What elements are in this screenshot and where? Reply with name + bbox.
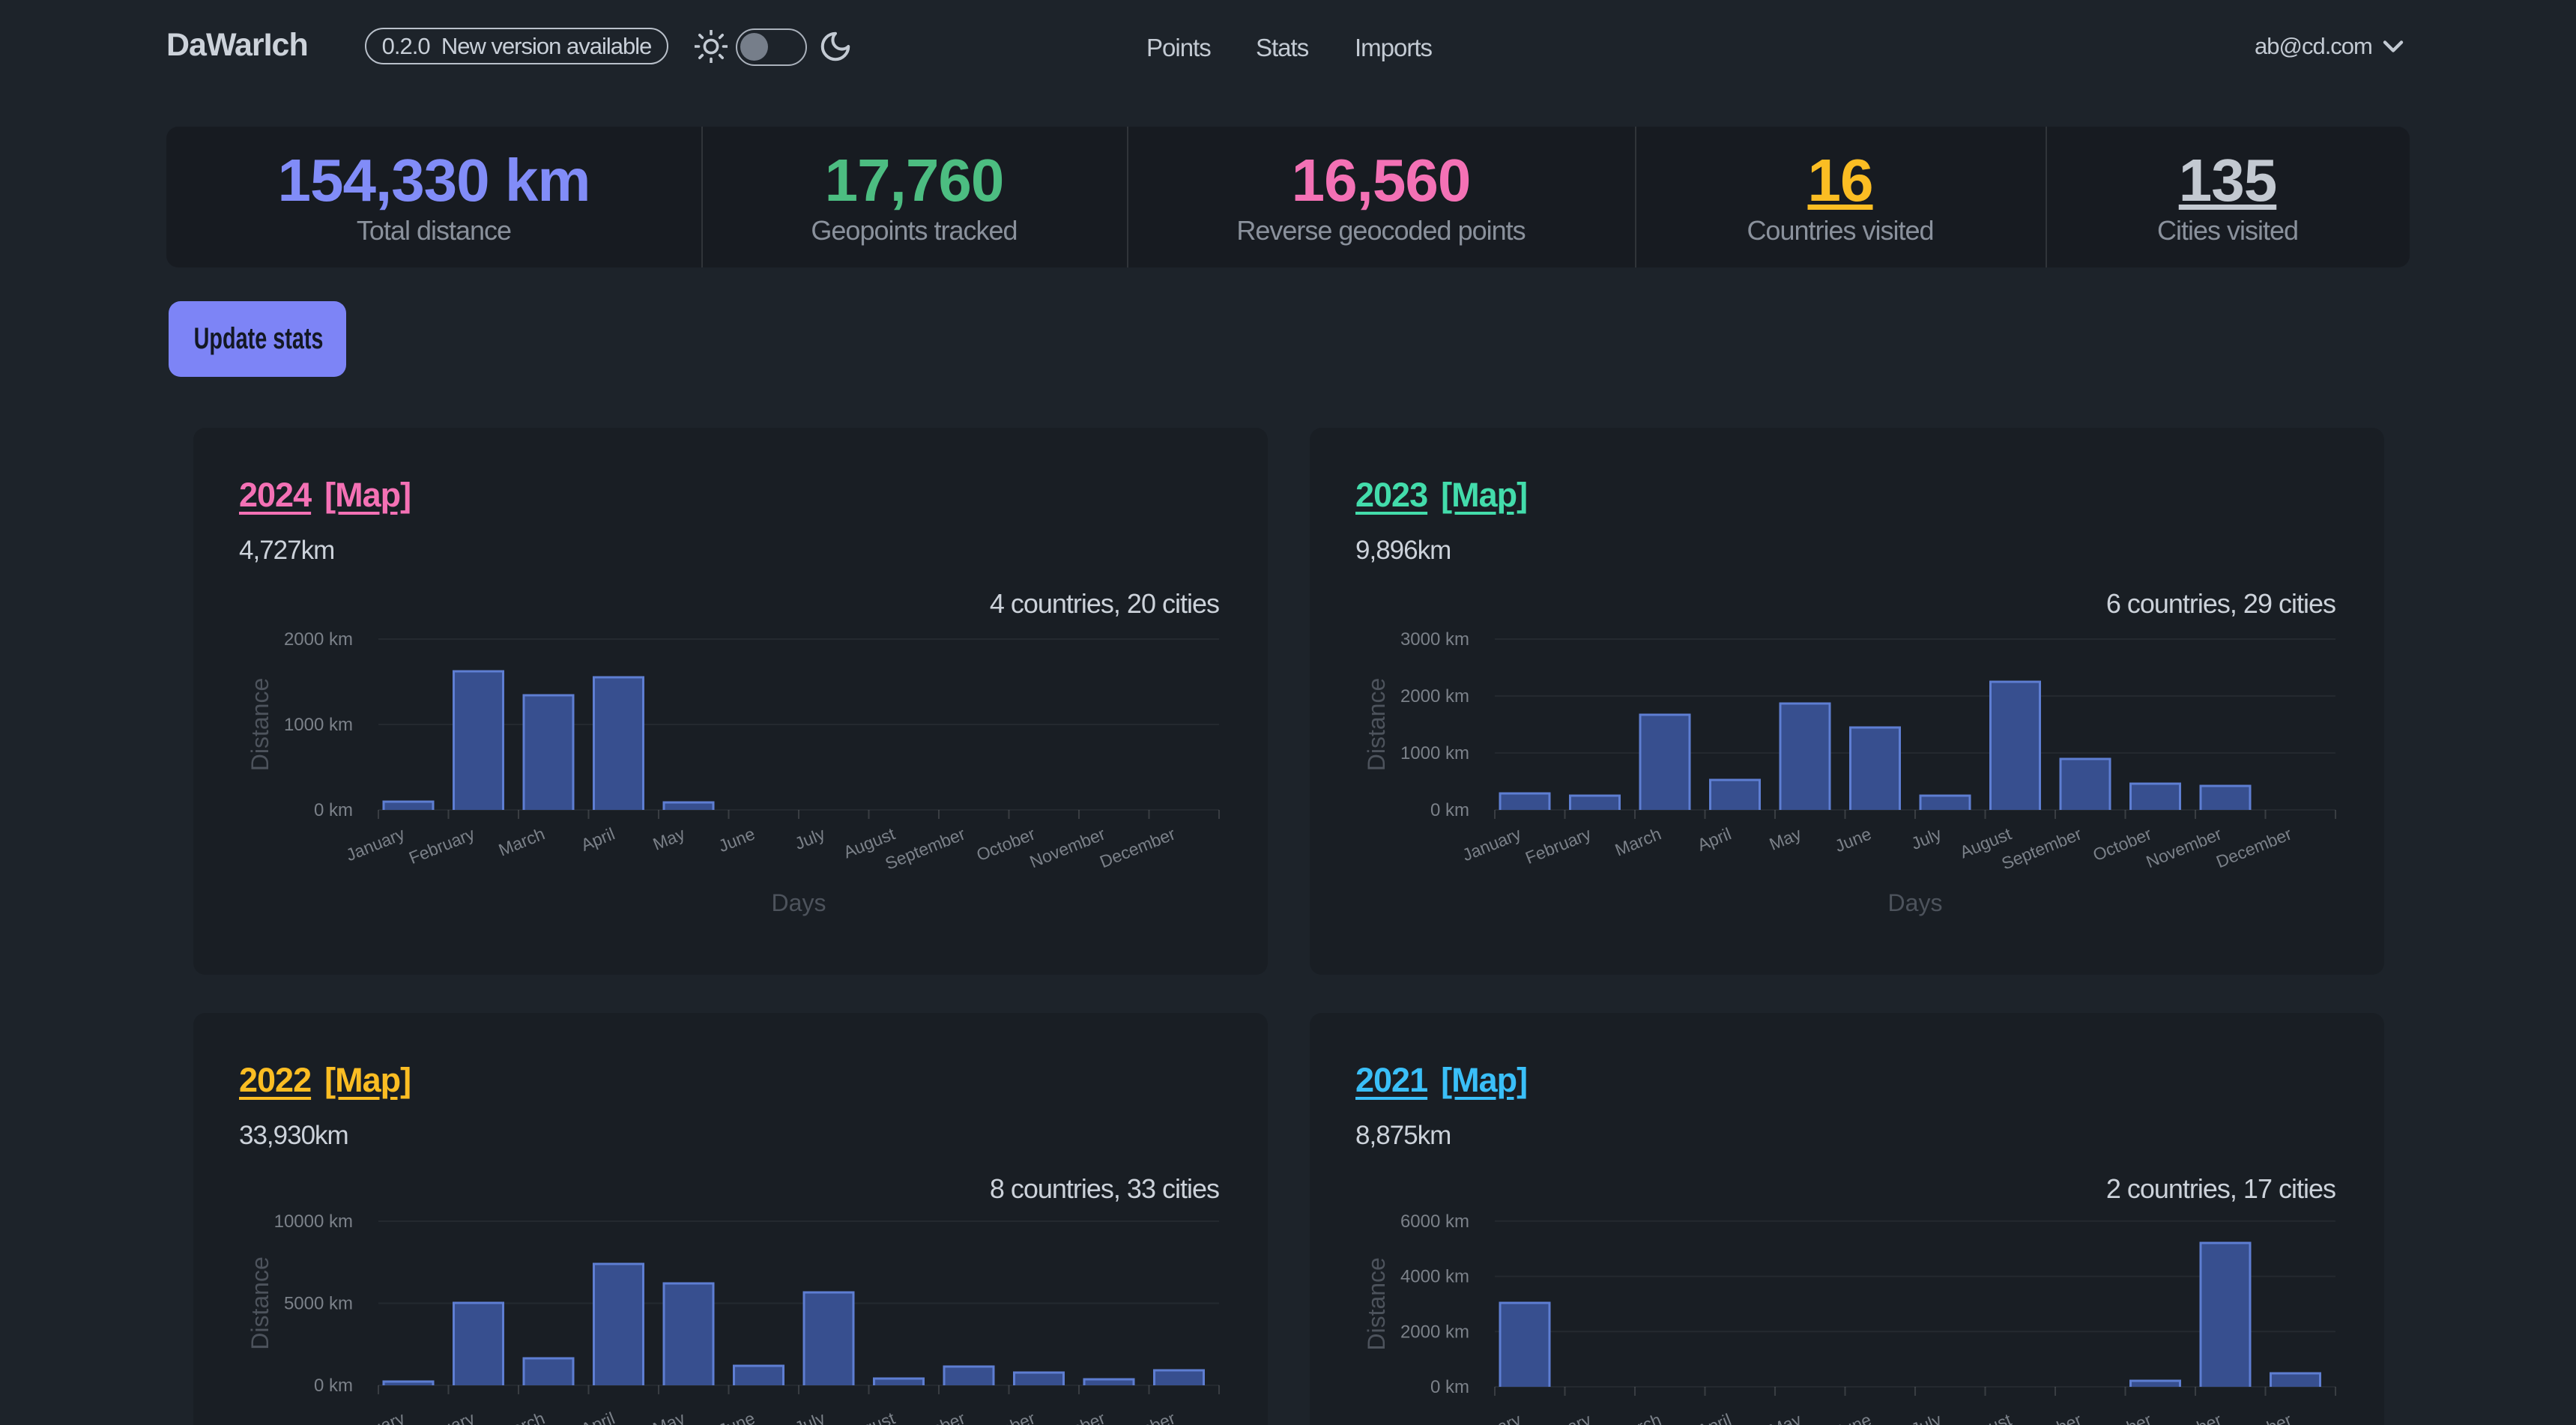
- svg-text:July: July: [1908, 1409, 1944, 1425]
- svg-text:2000 km: 2000 km: [284, 629, 353, 650]
- svg-text:January: January: [1460, 1409, 1524, 1425]
- svg-text:5000 km: 5000 km: [284, 1294, 353, 1314]
- svg-text:2000 km: 2000 km: [1400, 686, 1469, 707]
- svg-text:3000 km: 3000 km: [1400, 629, 1469, 650]
- svg-text:July: July: [792, 1408, 828, 1425]
- svg-text:April: April: [1695, 1410, 1734, 1425]
- svg-text:November: November: [1027, 823, 1108, 871]
- svg-text:January: January: [343, 823, 408, 865]
- svg-text:1000 km: 1000 km: [284, 715, 353, 735]
- svg-text:Distance: Distance: [247, 1256, 273, 1350]
- svg-text:Distance: Distance: [1363, 678, 1390, 772]
- svg-text:Days: Days: [1888, 889, 1943, 916]
- svg-text:December: December: [2213, 1409, 2294, 1425]
- svg-text:April: April: [578, 1409, 617, 1425]
- svg-text:4000 km: 4000 km: [1400, 1267, 1469, 1287]
- svg-text:June: June: [716, 1409, 758, 1425]
- svg-text:0 km: 0 km: [1430, 1377, 1469, 1397]
- svg-text:September: September: [1999, 823, 2084, 873]
- svg-text:1000 km: 1000 km: [1400, 743, 1469, 763]
- svg-text:August: August: [841, 1408, 898, 1425]
- svg-text:Distance: Distance: [247, 678, 273, 772]
- svg-text:March: March: [1612, 1410, 1664, 1425]
- svg-text:May: May: [1767, 1409, 1804, 1425]
- svg-text:October: October: [2090, 1409, 2154, 1425]
- svg-text:0 km: 0 km: [314, 1376, 353, 1396]
- svg-text:July: July: [1908, 823, 1944, 853]
- svg-text:December: December: [1097, 1408, 1178, 1425]
- svg-text:November: November: [2144, 1409, 2225, 1425]
- svg-text:July: July: [792, 823, 828, 853]
- svg-text:June: June: [1832, 824, 1874, 856]
- svg-text:March: March: [496, 1409, 548, 1425]
- svg-text:May: May: [1767, 823, 1804, 854]
- svg-text:December: December: [2213, 823, 2294, 871]
- svg-text:February: February: [1523, 823, 1594, 868]
- svg-text:0 km: 0 km: [1430, 800, 1469, 820]
- svg-text:November: November: [2144, 823, 2225, 871]
- svg-text:6000 km: 6000 km: [1400, 1211, 1469, 1232]
- svg-text:March: March: [1612, 824, 1664, 860]
- svg-text:April: April: [1695, 824, 1734, 855]
- svg-text:January: January: [343, 1408, 408, 1425]
- svg-text:May: May: [650, 823, 688, 854]
- svg-text:June: June: [716, 824, 758, 856]
- svg-text:August: August: [1957, 1409, 2015, 1425]
- svg-text:Distance: Distance: [1363, 1257, 1390, 1351]
- svg-text:December: December: [1097, 823, 1178, 871]
- svg-text:May: May: [650, 1408, 688, 1425]
- svg-text:February: February: [406, 823, 478, 868]
- svg-text:September: September: [883, 823, 968, 873]
- svg-text:January: January: [1460, 823, 1524, 865]
- svg-text:10000 km: 10000 km: [274, 1211, 353, 1232]
- svg-text:February: February: [406, 1408, 478, 1425]
- svg-text:March: March: [496, 824, 548, 860]
- svg-text:0 km: 0 km: [314, 800, 353, 820]
- svg-text:February: February: [1523, 1409, 1594, 1425]
- svg-text:June: June: [1832, 1410, 1874, 1425]
- svg-text:October: October: [973, 1408, 1038, 1425]
- svg-text:April: April: [578, 824, 617, 855]
- svg-text:November: November: [1027, 1408, 1108, 1425]
- svg-text:2000 km: 2000 km: [1400, 1322, 1469, 1342]
- svg-text:Days: Days: [772, 889, 826, 916]
